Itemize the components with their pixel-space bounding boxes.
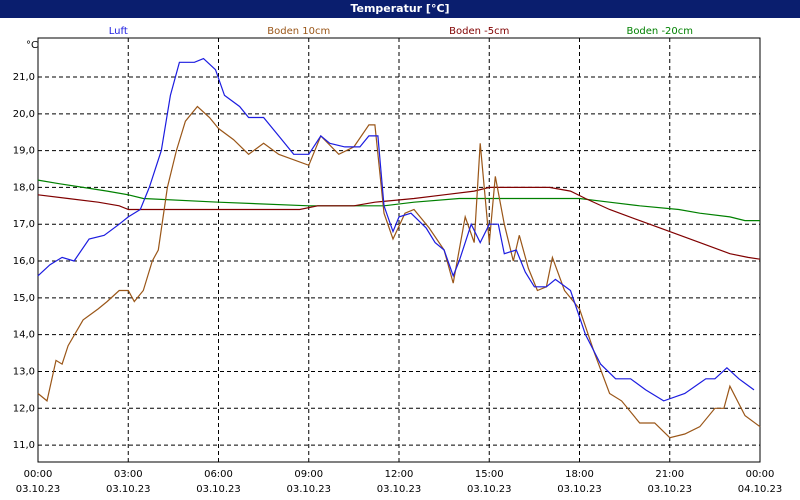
x-tick-date: 03.10.23 <box>377 484 422 495</box>
x-tick-label: 21:00 <box>655 469 684 480</box>
y-tick-label: 13,0 <box>13 366 35 377</box>
series-line <box>37 179 760 222</box>
x-tick-label: 03:00 <box>114 469 143 480</box>
x-tick-date: 03.10.23 <box>467 484 512 495</box>
x-tick-date: 04.10.23 <box>738 484 783 495</box>
y-tick-label: 11,0 <box>13 440 35 451</box>
y-tick-label: 15,0 <box>13 293 35 304</box>
x-tick-date: 03.10.23 <box>106 484 151 495</box>
y-tick-label: 18,0 <box>13 182 35 193</box>
x-tick-label: 00:00 <box>746 469 775 480</box>
legend-label: Boden -5cm <box>449 26 509 37</box>
x-tick-label: 12:00 <box>385 469 414 480</box>
x-tick-label: 18:00 <box>565 469 594 480</box>
series-line <box>37 57 755 402</box>
x-tick-date: 03.10.23 <box>647 484 692 495</box>
series-line <box>37 186 761 260</box>
y-tick-label: 17,0 <box>13 219 35 230</box>
x-tick-date: 03.10.23 <box>286 484 331 495</box>
title-bar <box>0 0 800 18</box>
x-tick-date: 03.10.23 <box>196 484 241 495</box>
legend-label: Boden -20cm <box>626 26 693 37</box>
x-tick-date: 03.10.23 <box>16 484 61 495</box>
chart-title: Temperatur [°C] <box>350 2 449 15</box>
legend-label: Luft <box>109 26 128 37</box>
x-tick-label: 06:00 <box>204 469 233 480</box>
y-tick-label: 19,0 <box>13 146 35 157</box>
y-unit: °C <box>26 40 38 51</box>
series-line <box>37 105 761 439</box>
y-tick-label: 16,0 <box>13 256 35 267</box>
y-tick-label: 21,0 <box>13 72 35 83</box>
x-tick-label: 09:00 <box>294 469 323 480</box>
legend-label: Boden 10cm <box>267 26 330 37</box>
plot-border <box>37 37 761 463</box>
y-tick-label: 14,0 <box>13 330 35 341</box>
x-tick-label: 15:00 <box>475 469 504 480</box>
y-tick-label: 12,0 <box>13 403 35 414</box>
x-tick-label: 00:00 <box>24 469 53 480</box>
y-tick-label: 20,0 <box>13 109 35 120</box>
x-tick-date: 03.10.23 <box>557 484 602 495</box>
